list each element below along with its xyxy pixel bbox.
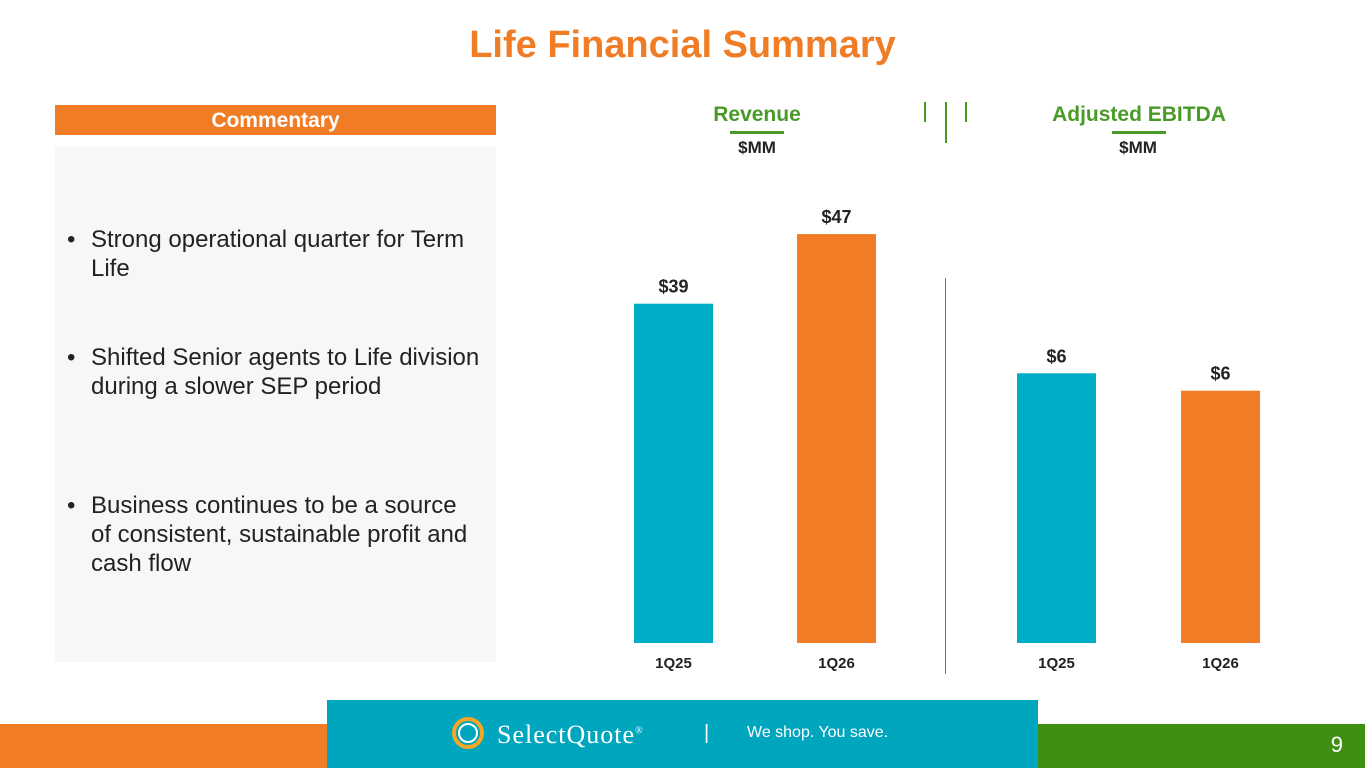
separator-mark: [965, 102, 967, 122]
footer-separator: |: [704, 722, 710, 744]
separator-mark: [945, 102, 947, 143]
revenue-chart-title: Revenue: [713, 103, 801, 126]
x-tick-label: 1Q25: [655, 655, 692, 672]
bar-charts: $39 1Q25 $47 1Q26 $6 1Q25 $6 1Q26: [634, 207, 1260, 672]
ring-logo-icon: [452, 717, 484, 749]
data-label: $6: [1046, 346, 1066, 366]
bullet-marker: •: [67, 226, 76, 253]
data-label: $39: [658, 277, 688, 297]
bullet-marker: •: [67, 344, 76, 371]
ebitda-chart-unit: $MM: [1119, 138, 1157, 157]
revenue-chart-unit: $MM: [738, 138, 776, 157]
x-tick-label: 1Q26: [818, 655, 855, 672]
bar-1q25: [1017, 373, 1096, 643]
revenue-title-underline: [730, 131, 784, 134]
page-title: Life Financial Summary: [469, 24, 896, 66]
footer-orange-band: [0, 724, 330, 768]
ebitda-title-underline: [1112, 131, 1166, 134]
page-number: 9: [1330, 732, 1343, 757]
separator-mark: [924, 102, 926, 122]
commentary-bullet: • Business continues to be a source of c…: [67, 491, 482, 578]
footer-green-band: [1036, 724, 1365, 768]
bar-1q26: [797, 234, 876, 643]
bullet-text: Business continues to be a source of con…: [91, 492, 468, 577]
x-tick-label: 1Q25: [1038, 655, 1075, 672]
bullet-text: Shifted Senior agents to Life division d…: [91, 344, 480, 400]
data-label: $47: [821, 207, 851, 227]
commentary-bullet: • Strong operational quarter for Term Li…: [67, 225, 482, 283]
footer-tagline: We shop. You save.: [747, 724, 889, 741]
bullet-marker: •: [67, 492, 76, 519]
bar-1q26: [1181, 390, 1260, 643]
brand-name: SelectQuote®: [497, 720, 644, 749]
commentary-header: Commentary: [55, 105, 496, 135]
bullet-text: Strong operational quarter for Term Life: [91, 226, 465, 282]
bar-1q25: [634, 303, 713, 643]
ebitda-chart-title: Adjusted EBITDA: [1052, 103, 1226, 126]
data-label: $6: [1210, 364, 1230, 384]
chart-divider-line: [945, 278, 946, 674]
commentary-bullet: • Shifted Senior agents to Life division…: [67, 343, 482, 401]
footer-brand-bar: SelectQuote® | We shop. You save.: [327, 700, 1038, 768]
x-tick-label: 1Q26: [1202, 655, 1239, 672]
commentary-panel: • Strong operational quarter for Term Li…: [55, 147, 496, 662]
